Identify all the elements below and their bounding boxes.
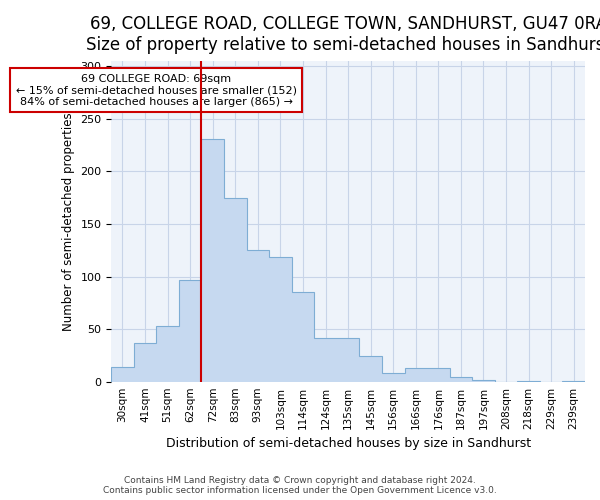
Title: 69, COLLEGE ROAD, COLLEGE TOWN, SANDHURST, GU47 0RA
Size of property relative to: 69, COLLEGE ROAD, COLLEGE TOWN, SANDHURS…	[86, 15, 600, 54]
Text: 69 COLLEGE ROAD: 69sqm
← 15% of semi-detached houses are smaller (152)
84% of se: 69 COLLEGE ROAD: 69sqm ← 15% of semi-det…	[16, 74, 297, 106]
Y-axis label: Number of semi-detached properties: Number of semi-detached properties	[62, 112, 75, 330]
Text: Contains HM Land Registry data © Crown copyright and database right 2024.
Contai: Contains HM Land Registry data © Crown c…	[103, 476, 497, 495]
X-axis label: Distribution of semi-detached houses by size in Sandhurst: Distribution of semi-detached houses by …	[166, 437, 530, 450]
